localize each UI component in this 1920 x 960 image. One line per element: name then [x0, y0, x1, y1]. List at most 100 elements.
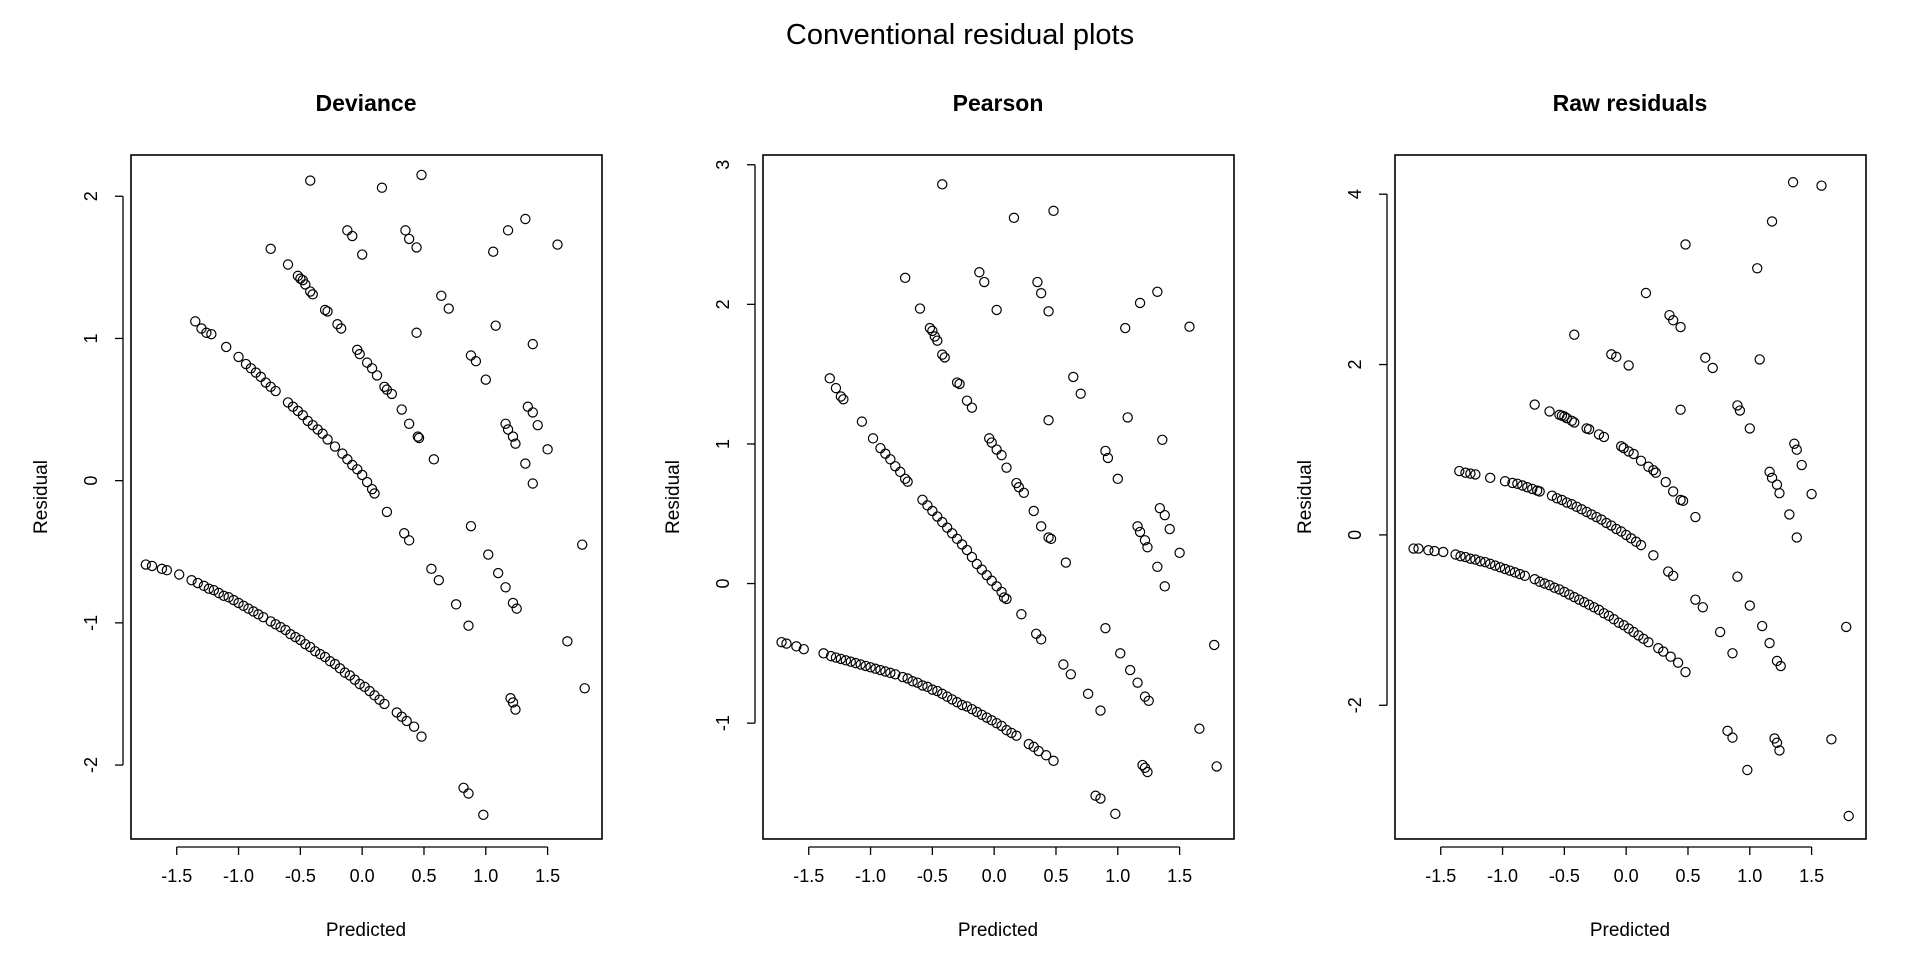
data-point: [1037, 635, 1046, 644]
data-point: [1788, 178, 1797, 187]
data-point: [1767, 217, 1776, 226]
data-point: [1160, 582, 1169, 591]
data-points: [777, 180, 1221, 819]
data-point: [1113, 474, 1122, 483]
data-point: [409, 722, 418, 731]
data-point: [563, 637, 572, 646]
data-point: [1807, 489, 1816, 498]
data-point: [380, 382, 389, 391]
data-point: [1158, 435, 1167, 444]
data-point: [479, 810, 488, 819]
x-tick-label: 0.5: [1043, 866, 1068, 886]
data-point: [1691, 512, 1700, 521]
data-point: [928, 326, 937, 335]
data-point: [1033, 277, 1042, 286]
data-point: [1165, 525, 1174, 534]
data-point: [363, 358, 372, 367]
data-point: [1723, 726, 1732, 735]
data-point: [1153, 562, 1162, 571]
data-point: [1017, 610, 1026, 619]
data-point: [1733, 572, 1742, 581]
data-point: [1029, 506, 1038, 515]
data-point: [1111, 809, 1120, 818]
data-point: [397, 405, 406, 414]
data-point: [923, 501, 932, 510]
data-point: [987, 576, 996, 585]
data-point: [553, 240, 562, 249]
x-tick-label: -0.5: [917, 866, 948, 886]
y-tick-label: 0: [81, 476, 101, 486]
x-axis: -1.5 -1.0 -0.5 0.0 0.5 1.0 1.5: [161, 847, 560, 886]
data-point: [857, 417, 866, 426]
data-point: [543, 445, 552, 454]
data-point: [1728, 733, 1737, 742]
data-point: [957, 540, 966, 549]
data-point: [427, 564, 436, 573]
data-point: [412, 243, 421, 252]
data-point: [491, 321, 500, 330]
data-point: [1009, 213, 1018, 222]
x-axis-label: Predicted: [1590, 920, 1670, 941]
figure-title: Conventional residual plots: [786, 19, 1134, 51]
data-point: [528, 340, 537, 349]
data-point: [1745, 424, 1754, 433]
data-point: [1455, 466, 1464, 475]
data-point: [466, 351, 475, 360]
x-tick-label: 1.0: [473, 866, 498, 886]
y-axis-label: Residual: [31, 460, 52, 534]
data-point: [1772, 480, 1781, 489]
data-point: [1827, 735, 1836, 744]
y-axis: -2-1012: [81, 191, 123, 773]
data-point: [1676, 322, 1685, 331]
x-axis: -1.5 -1.0 -0.5 0.0 0.5 1.0 1.5: [1425, 847, 1824, 886]
data-point: [1430, 546, 1439, 555]
data-point: [484, 550, 493, 559]
data-point: [434, 576, 443, 585]
data-point: [466, 522, 475, 531]
data-point: [1066, 670, 1075, 679]
data-point: [1792, 445, 1801, 454]
data-point: [1101, 624, 1110, 633]
data-point: [437, 291, 446, 300]
data-point: [372, 371, 381, 380]
data-point: [955, 379, 964, 388]
data-point: [377, 183, 386, 192]
data-point: [330, 442, 339, 451]
data-point: [972, 559, 981, 568]
data-point: [901, 273, 910, 282]
y-tick-label: -2: [1345, 697, 1365, 713]
data-point: [831, 384, 840, 393]
x-axis-label: Predicted: [326, 920, 406, 941]
x-tick-label: -1.5: [161, 866, 192, 886]
data-point: [928, 506, 937, 515]
data-point: [1037, 289, 1046, 298]
x-tick-label: -0.5: [285, 866, 316, 886]
data-point: [382, 507, 391, 516]
data-point: [938, 350, 947, 359]
data-point: [868, 434, 877, 443]
y-tick-label: 0: [1345, 530, 1365, 540]
data-point: [1084, 689, 1093, 698]
data-point: [481, 375, 490, 384]
data-point: [1133, 678, 1142, 687]
y-tick-label: 1: [81, 333, 101, 343]
data-point: [997, 451, 1006, 460]
data-point: [175, 570, 184, 579]
data-point: [405, 419, 414, 428]
data-point: [1785, 510, 1794, 519]
data-point: [528, 479, 537, 488]
data-point: [891, 462, 900, 471]
data-point: [283, 260, 292, 269]
data-point: [925, 323, 934, 332]
x-axis: -1.5 -1.0 -0.5 0.0 0.5 1.0 1.5: [793, 847, 1192, 886]
data-point: [938, 518, 947, 527]
x-tick-label: 0.5: [411, 866, 436, 886]
data-point: [471, 357, 480, 366]
data-point: [417, 732, 426, 741]
data-point: [1530, 400, 1539, 409]
x-tick-label: 0.0: [1614, 866, 1639, 886]
data-point: [306, 176, 315, 185]
data-point: [1069, 372, 1078, 381]
data-point: [1767, 473, 1776, 482]
data-point: [147, 561, 156, 570]
